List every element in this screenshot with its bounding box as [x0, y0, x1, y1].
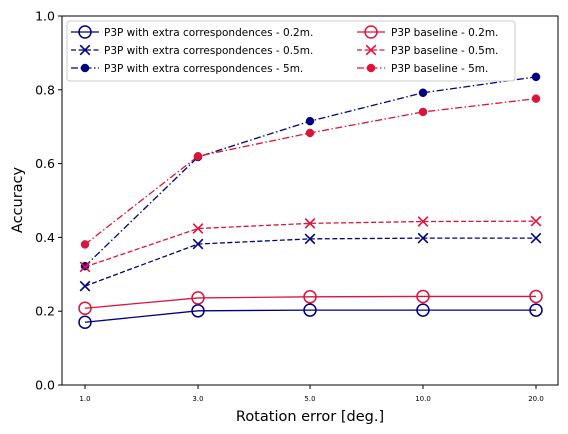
- data-point: [79, 261, 91, 273]
- series-line: [84, 295, 536, 309]
- data-point: [417, 232, 429, 244]
- legend-entry-2: P3P with extra correspondences - 0.5m.: [71, 44, 313, 57]
- legend-box: [66, 20, 516, 82]
- series-4: [78, 289, 543, 315]
- series-5: [79, 215, 542, 273]
- data-point: [416, 289, 430, 304]
- legend-entry-6: P3P baseline - 5m.: [357, 63, 488, 75]
- series-3: [80, 72, 541, 271]
- data-point: [78, 25, 92, 39]
- series-line: [84, 220, 537, 268]
- data-point: [418, 107, 428, 117]
- series-2: [79, 232, 542, 292]
- data-point: [531, 94, 541, 103]
- legend: P3P with extra correspondences - 0.2m. P3…: [66, 20, 516, 82]
- x-tick-label: 3.0: [192, 395, 203, 403]
- series-line: [84, 309, 536, 323]
- x-tick-label: 20.0: [528, 395, 544, 403]
- data-point: [303, 290, 317, 304]
- y-tick-label: 0.4: [35, 230, 55, 245]
- data-point: [80, 240, 90, 249]
- legend-entry-5: P3P baseline - 0.5m.: [357, 44, 498, 57]
- data-point: [304, 233, 316, 245]
- data-point: [530, 215, 542, 227]
- series-layer: [78, 72, 543, 330]
- data-point: [529, 303, 543, 317]
- legend-label: P3P baseline - 5m.: [391, 63, 488, 75]
- data-point: [303, 303, 317, 317]
- data-point: [192, 223, 204, 234]
- legend-label: P3P baseline - 0.5m.: [391, 45, 498, 57]
- data-point: [191, 304, 205, 318]
- data-point: [417, 216, 429, 227]
- data-point: [416, 303, 430, 317]
- y-tick-label: 0.0: [35, 378, 55, 393]
- legend-label: P3P baseline - 0.2m.: [391, 27, 498, 39]
- data-point: [78, 301, 92, 315]
- data-point: [79, 280, 91, 292]
- data-point: [80, 63, 90, 73]
- data-point: [78, 315, 92, 330]
- x-tick-label: 1.0: [79, 395, 90, 403]
- legend-label: P3P with extra correspondences - 5m.: [104, 63, 303, 75]
- y-tick-label: 0.2: [35, 304, 55, 319]
- series-line: [84, 237, 536, 287]
- legend-entry-3: P3P with extra correspondences - 5m.: [71, 63, 303, 75]
- data-point: [191, 291, 205, 305]
- data-point: [529, 289, 543, 304]
- data-point: [305, 116, 315, 126]
- y-axis: 0.0 0.2 0.4 0.6 0.8 1.0: [35, 9, 62, 393]
- data-point: [193, 151, 203, 161]
- legend-entry-1: P3P with extra correspondences - 0.2m.: [71, 25, 313, 39]
- x-axis-label: Rotation error [deg.]: [236, 409, 384, 425]
- x-axis: 1.0 3.0 5.0 10.0 20.0: [79, 385, 544, 403]
- data-point: [365, 44, 377, 56]
- data-point: [364, 25, 378, 39]
- y-tick-label: 1.0: [35, 9, 55, 24]
- legend-entry-4: P3P baseline - 0.2m.: [357, 25, 498, 39]
- data-point: [79, 44, 91, 56]
- y-tick-label: 0.6: [35, 156, 55, 171]
- x-tick-label: 5.0: [304, 395, 315, 403]
- data-point: [366, 63, 376, 73]
- y-tick-label: 0.8: [35, 82, 55, 97]
- data-point: [304, 218, 316, 229]
- data-point: [530, 232, 542, 244]
- series-1: [78, 303, 543, 330]
- legend-label: P3P with extra correspondences - 0.5m.: [104, 45, 313, 57]
- data-point: [192, 238, 204, 250]
- legend-label: P3P with extra correspondences - 0.2m.: [104, 27, 313, 39]
- y-axis-label: Accuracy: [10, 166, 26, 233]
- x-tick-label: 10.0: [415, 395, 431, 403]
- data-point: [531, 72, 541, 82]
- data-point: [418, 88, 428, 98]
- data-point: [305, 128, 315, 138]
- series-6: [80, 94, 541, 249]
